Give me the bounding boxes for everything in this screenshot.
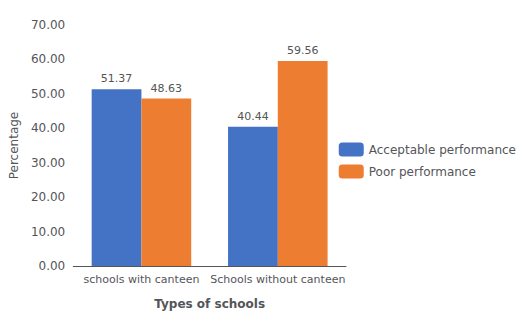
svg-text:48.63: 48.63: [151, 82, 183, 95]
svg-text:51.37: 51.37: [101, 72, 133, 85]
svg-text:30.00: 30.00: [31, 156, 65, 170]
svg-text:20.00: 20.00: [31, 190, 65, 204]
svg-text:Acceptable performance: Acceptable performance: [369, 143, 516, 157]
svg-text:10.00: 10.00: [31, 225, 65, 239]
svg-text:Poor performance: Poor performance: [369, 165, 476, 179]
svg-text:60.00: 60.00: [31, 52, 65, 66]
svg-text:40.00: 40.00: [31, 121, 65, 135]
svg-text:Schools without canteen: Schools without canteen: [210, 273, 345, 286]
svg-text:schools with canteen: schools with canteen: [83, 273, 199, 286]
svg-text:70.00: 70.00: [31, 18, 65, 32]
svg-text:40.44: 40.44: [237, 110, 269, 123]
svg-text:Percentage: Percentage: [7, 112, 21, 180]
svg-text:0.00: 0.00: [39, 259, 66, 273]
svg-text:50.00: 50.00: [31, 87, 65, 101]
svg-text:59.56: 59.56: [287, 44, 319, 57]
svg-text:Types of schools: Types of schools: [154, 297, 265, 311]
